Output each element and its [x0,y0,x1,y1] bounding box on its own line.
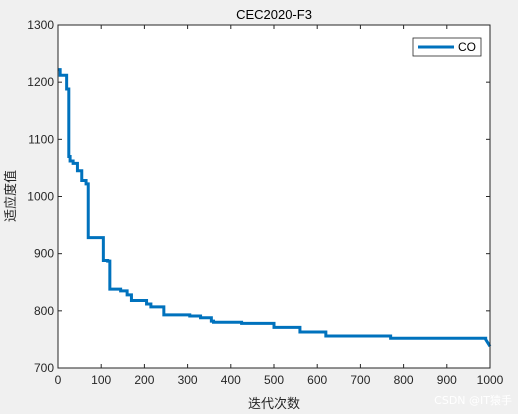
axis-layer: 0 100 200 300 400 500 600 700 800 900 1000 700 800 90… [27,18,503,387]
x-tick-label: 0 [55,373,62,387]
y-tick-label: 900 [34,247,54,261]
y-tick-label: 1000 [27,190,54,204]
series-line-co [58,68,492,348]
y-axis-label: 适应度值 [3,170,19,222]
x-tick-label: 300 [178,373,198,387]
y-tick-label: 1200 [27,75,54,89]
x-tick-label: 100 [91,373,111,387]
series-layer [58,68,492,348]
x-tick-label: 600 [307,373,327,387]
chart-title: CEC2020-F3 [236,7,312,22]
x-tick-label: 1000 [477,373,504,387]
y-tick-label: 1100 [28,132,54,146]
x-tick-label: 200 [134,373,154,387]
y-tick-label: 1300 [27,18,54,32]
legend-label-co: CO [458,40,476,54]
y-tick-label: 700 [34,361,54,375]
x-tick-label: 900 [437,373,457,387]
x-tick-label: 700 [350,373,370,387]
y-tick-label: 800 [34,304,54,318]
x-tick-label: 800 [394,373,414,387]
x-tick-label: 500 [264,373,284,387]
plot-area [58,25,490,368]
legend: CO [412,37,482,57]
x-tick-label: 400 [221,373,241,387]
x-axis-label: 迭代次数 [248,396,300,412]
watermark: CSDN @IT猿手 [434,393,512,407]
